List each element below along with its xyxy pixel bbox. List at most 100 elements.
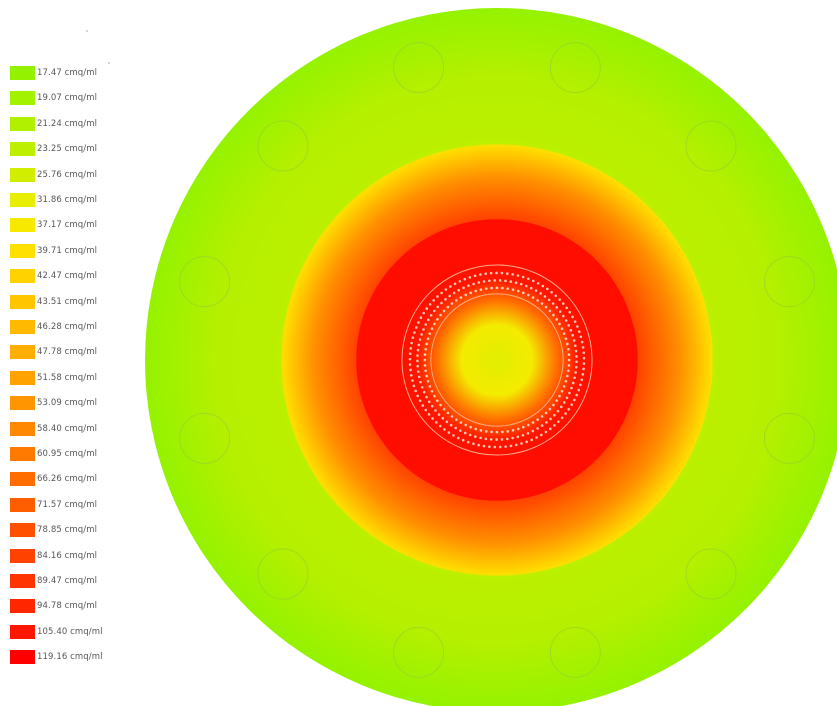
ring-outline	[401, 264, 593, 456]
perforation-dot	[522, 291, 525, 295]
perforation-dot	[564, 379, 568, 383]
perforation-dot	[489, 438, 493, 441]
perforation-dot	[427, 413, 431, 416]
perforation-dot	[424, 369, 427, 373]
legend-label: 43.51 cmq/ml	[37, 296, 98, 307]
perforation-dot	[511, 273, 514, 276]
perforation-dot	[466, 440, 470, 444]
legend-swatch	[10, 624, 35, 639]
perforation-dot	[545, 421, 548, 424]
perforation-dot	[571, 334, 574, 337]
perforation-dot	[539, 292, 542, 295]
perforation-dot	[469, 291, 472, 295]
perforation-dot	[439, 403, 442, 407]
perforation-dot	[431, 417, 434, 420]
perforation-dot	[529, 286, 533, 290]
perforation-dot	[520, 442, 523, 445]
perforation-dot	[437, 413, 441, 416]
perforation-dot	[426, 337, 430, 341]
perforation-dot	[456, 436, 460, 440]
perforation-dot	[452, 434, 455, 437]
perforation-dot	[444, 298, 447, 301]
perforation-dot	[425, 374, 428, 378]
perforation-dot	[445, 420, 449, 424]
perforation-dot	[558, 394, 561, 398]
perforation-dot	[421, 404, 425, 407]
legend-label: 19.07 cmq/ml	[37, 93, 98, 104]
perforation-dot	[420, 333, 423, 336]
perforation-dot	[419, 380, 422, 384]
perforation-dot	[582, 356, 586, 360]
perforation-dot	[457, 288, 461, 292]
perforation-dot	[582, 362, 586, 365]
perforation-dot	[581, 373, 585, 376]
perforation-dot	[500, 438, 504, 441]
perforation-dot	[552, 313, 555, 317]
perforation-dot	[423, 358, 427, 362]
perforation-dot	[453, 282, 457, 286]
perforation-dot	[433, 309, 436, 313]
legend-swatch	[10, 447, 35, 461]
perforation-dot	[418, 399, 422, 403]
legend-label: 89.47 cmq/ml	[37, 576, 98, 586]
perforation-dot	[525, 284, 528, 288]
perforation-dot	[509, 280, 513, 283]
perforation-dot	[422, 311, 426, 315]
perforation-dot	[420, 385, 424, 389]
legend-item: 94.78 cmq/ml	[10, 599, 98, 614]
perforation-dot	[571, 315, 574, 319]
perforation-dot	[449, 285, 452, 288]
perforation-dot	[581, 346, 585, 349]
perforation-dot	[423, 364, 427, 367]
perforation-dot	[482, 444, 486, 448]
perforation-dot	[425, 307, 429, 310]
perforation-dot	[531, 279, 535, 283]
perforation-dot	[449, 423, 453, 427]
ring-outline	[430, 293, 564, 427]
perforation-dot	[562, 314, 565, 318]
legend-item: 105.40 cmq/ml	[10, 624, 103, 639]
perforation-dot	[560, 405, 563, 409]
legend-label: 23.25 cmq/ml	[37, 144, 98, 155]
concentration-heatmap	[145, 8, 837, 706]
perforation-dot	[555, 306, 559, 309]
perforation-dot	[414, 326, 418, 329]
perforation-dot	[442, 309, 446, 313]
perforation-dot	[580, 378, 584, 381]
perforation-dot	[565, 306, 568, 310]
legend-item: 51.58 cmq/ml	[10, 370, 97, 385]
perforation-dot	[567, 353, 571, 356]
perforation-dot	[447, 431, 451, 434]
perforation-dot	[560, 390, 564, 393]
perforation-dot	[548, 407, 552, 411]
legend-label: 17.47 cmq/ml	[37, 68, 98, 78]
perforation-dot	[414, 389, 417, 393]
legend-label: 119.16 cmq/ml	[37, 652, 103, 663]
legend-item: 84.16 cmq/ml	[10, 548, 97, 563]
bolt-hole	[257, 120, 309, 172]
perforation-dot	[410, 341, 413, 345]
perforation-dot	[444, 288, 448, 291]
perforation-dot	[531, 421, 535, 424]
legend-swatch	[10, 345, 35, 360]
legend-swatch	[10, 193, 35, 207]
legend-item: 23.25 cmq/ml	[10, 142, 98, 157]
perforation-dot	[572, 339, 576, 342]
perforation-dot	[479, 288, 483, 291]
legend-item: 119.16 cmq/ml	[10, 650, 103, 665]
legend-label: 47.78 cmq/ml	[37, 347, 98, 358]
perforation-dot	[573, 320, 577, 323]
perforation-dot	[582, 351, 586, 355]
perforation-dot	[570, 403, 574, 406]
perforation-dot	[580, 340, 584, 344]
perforation-dot	[516, 435, 520, 439]
perforation-dot	[417, 375, 421, 379]
perforation-dot	[511, 288, 515, 291]
perforation-dot	[514, 281, 518, 285]
legend-label: 94.78 cmq/ml	[37, 601, 98, 612]
perforation-dot	[430, 327, 434, 330]
perforation-dot	[438, 424, 442, 428]
perforation-dot	[522, 425, 525, 429]
perforation-dot	[426, 318, 430, 322]
legend-swatch	[10, 523, 35, 538]
